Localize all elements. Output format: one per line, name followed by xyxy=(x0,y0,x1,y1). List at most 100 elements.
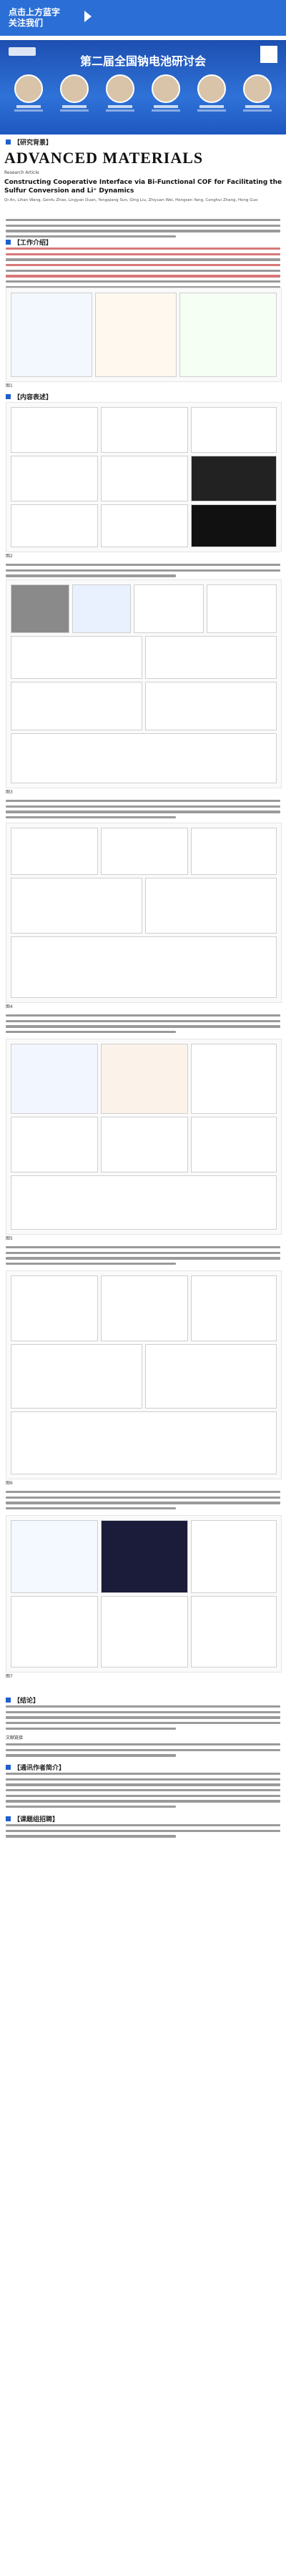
figure-label: 图1 xyxy=(6,383,13,388)
section-title: 【工作介绍】 xyxy=(14,240,53,247)
avatar xyxy=(14,74,43,103)
plot-panel xyxy=(191,407,277,453)
plot-panel xyxy=(11,828,98,875)
reference-block: 文献链接 xyxy=(6,1734,280,1760)
conference-title: 第二届全国钠电池研讨会 xyxy=(79,54,206,68)
speaker xyxy=(150,74,182,112)
section-heading: 【研究背景】 xyxy=(6,137,52,147)
figure-label: 图6 xyxy=(6,1481,13,1486)
plot-panel xyxy=(145,1344,277,1409)
plot-panel xyxy=(11,504,98,547)
plot-panel xyxy=(11,636,142,679)
figure-3-caption: 图3 xyxy=(6,790,280,795)
article-authors: Qi An, Lihan Wang, Genfu Zhao, Lingyan D… xyxy=(4,198,258,202)
plot-panel xyxy=(101,504,188,547)
figure-1-caption: 图1 xyxy=(6,383,280,389)
article-type: Research Article xyxy=(4,170,39,175)
follow-cta-line1: 点击上方蓝字 xyxy=(9,7,61,17)
image-panel xyxy=(11,584,69,633)
figure-4[interactable] xyxy=(6,823,282,1003)
plot-panel xyxy=(11,1411,277,1474)
follow-banner[interactable]: 点击上方蓝字 关注我们 xyxy=(0,0,286,36)
figure-5-text xyxy=(6,1246,280,1268)
figure-1[interactable] xyxy=(6,288,282,382)
figure-3[interactable] xyxy=(6,579,282,788)
plot-panel xyxy=(11,682,142,730)
plot-panel xyxy=(101,407,188,453)
speaker xyxy=(13,74,44,112)
figure-6-caption: 图6 xyxy=(6,1481,280,1487)
avatar xyxy=(106,74,134,103)
image-panel xyxy=(191,504,277,547)
journal-name: ADVANCED MATERIALS xyxy=(4,149,204,167)
plot-panel xyxy=(101,828,188,875)
section-title: 【研究背景】 xyxy=(14,139,53,147)
section-heading: 【工作介绍】 xyxy=(6,237,52,247)
journal-header: ADVANCED MATERIALS Research Article Cons… xyxy=(4,149,283,203)
figure-2-caption: 图2 xyxy=(6,554,280,559)
plot-panel xyxy=(145,878,277,934)
section-title: 【课题组招聘】 xyxy=(14,1816,59,1823)
recruitment-text xyxy=(6,1824,280,1841)
scheme-panel xyxy=(11,1520,98,1593)
speaker xyxy=(59,74,90,112)
plot-panel xyxy=(11,1117,98,1172)
speaker xyxy=(196,74,227,112)
figure-label: 图2 xyxy=(6,554,13,559)
image-panel xyxy=(191,456,277,501)
follow-cta-line2: 关注我们 xyxy=(9,18,44,28)
figure-5-caption: 图5 xyxy=(6,1236,280,1242)
figure-4-text xyxy=(6,1014,280,1037)
figure-2[interactable] xyxy=(6,402,282,552)
figure-6[interactable] xyxy=(6,1270,282,1479)
conference-logo xyxy=(9,47,36,56)
scheme-panel xyxy=(11,293,92,377)
figure-6-text xyxy=(6,1491,280,1513)
speaker-row xyxy=(13,74,273,112)
plot-panel xyxy=(191,1275,277,1341)
reference-label: 文献链接 xyxy=(6,1735,24,1740)
plot-panel xyxy=(11,456,98,501)
plot-panel xyxy=(101,1275,188,1341)
plot-panel xyxy=(11,1344,142,1409)
author-bio-text xyxy=(6,1773,280,1811)
section-heading: 【通讯作者简介】 xyxy=(6,1763,65,1772)
plot-panel xyxy=(134,584,204,633)
image-panel xyxy=(101,1520,188,1593)
avatar xyxy=(60,74,89,103)
figure-5[interactable] xyxy=(6,1039,282,1235)
plot-panel xyxy=(11,407,98,453)
plot-panel xyxy=(191,828,277,875)
plot-panel xyxy=(145,636,277,679)
figure-7-caption: 图7 xyxy=(6,1674,280,1680)
figure-label: 图7 xyxy=(6,1674,13,1679)
plot-panel xyxy=(11,1175,277,1230)
scheme-panel xyxy=(101,1044,188,1114)
plot-panel xyxy=(11,1275,98,1341)
section-heading: 【课题组招聘】 xyxy=(6,1814,59,1823)
avatar xyxy=(152,74,180,103)
qr-code-icon xyxy=(260,46,277,63)
scheme-panel xyxy=(72,584,131,633)
speaker xyxy=(242,74,273,112)
plot-panel xyxy=(11,733,277,783)
conclusion-text xyxy=(6,1705,280,1733)
plot-panel xyxy=(191,1117,277,1172)
plot-panel xyxy=(101,1596,188,1667)
figure-7[interactable] xyxy=(6,1515,282,1673)
plot-panel xyxy=(191,1044,277,1114)
section-title: 【结论】 xyxy=(14,1698,40,1705)
scheme-panel xyxy=(95,293,177,377)
plot-panel xyxy=(11,936,277,998)
intro-text xyxy=(6,219,280,241)
section-heading: 【结论】 xyxy=(6,1695,39,1705)
figure-3-text xyxy=(6,800,280,822)
follow-cta[interactable]: 点击上方蓝字 关注我们 xyxy=(9,7,60,29)
plot-panel xyxy=(101,1117,188,1172)
conference-banner[interactable]: 第二届全国钠电池研讨会 xyxy=(0,40,286,134)
figure-label: 图3 xyxy=(6,790,13,795)
figure-label: 图5 xyxy=(6,1236,13,1241)
section-heading: 【内容表述】 xyxy=(6,392,52,401)
plot-panel xyxy=(11,878,142,934)
